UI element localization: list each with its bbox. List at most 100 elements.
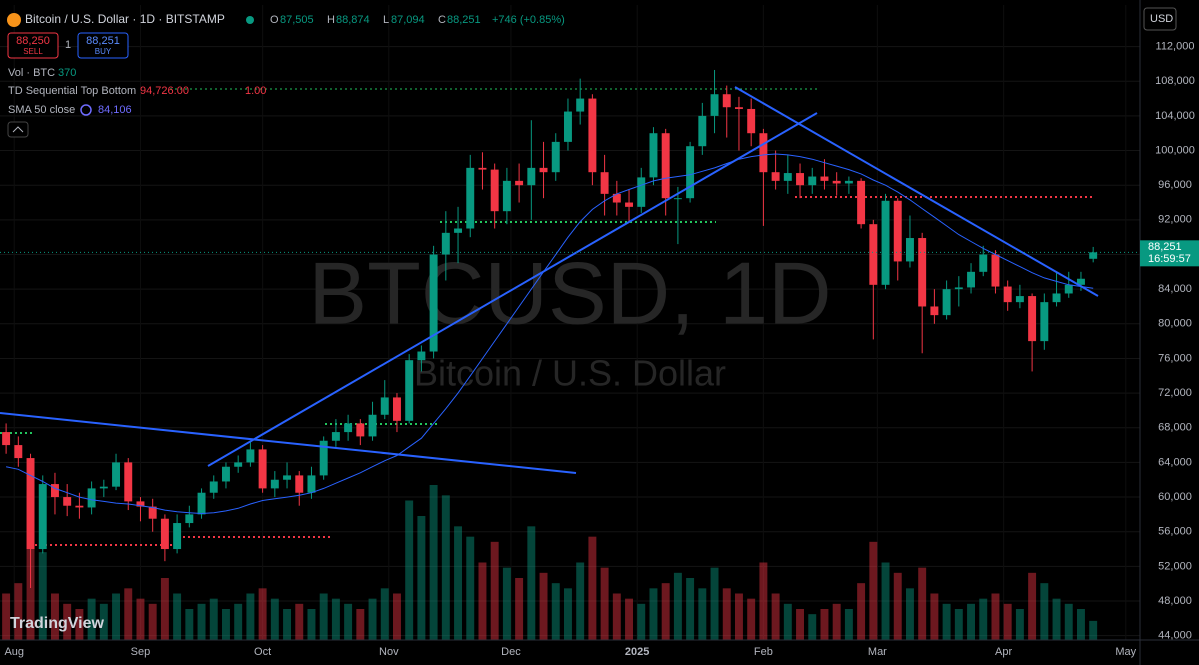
volume-bar	[600, 567, 609, 640]
indicator-value: 84,106	[98, 104, 132, 116]
price-tag	[1140, 240, 1199, 267]
sell-button[interactable]	[7, 32, 59, 59]
candle-body	[87, 488, 96, 508]
candle-body	[673, 198, 682, 200]
candle-body	[796, 173, 805, 186]
symbol-title: Bitcoin / U.S. Dollar · 1D · BITSTAMP	[25, 12, 225, 26]
ohlc-label: H	[327, 14, 335, 26]
trend-lines	[0, 86, 1099, 474]
candle-body	[576, 98, 585, 112]
volume-bar	[124, 588, 133, 640]
indicator-value: 370	[58, 67, 76, 79]
volume-bar	[625, 598, 634, 640]
volume-bar	[991, 593, 1000, 640]
candle-body	[307, 475, 316, 493]
candle-body	[637, 177, 646, 207]
candle-body	[417, 351, 426, 361]
candle-body	[490, 169, 499, 212]
currency-button[interactable]	[1143, 7, 1177, 31]
volume-bar	[869, 541, 878, 640]
candle-body	[1076, 278, 1085, 285]
trend-line	[0, 412, 577, 474]
candle-body	[356, 423, 365, 437]
change: +746 (+0.85%)	[492, 14, 565, 26]
candle-body	[295, 475, 304, 493]
volume-bar	[307, 609, 316, 640]
candle-body	[1028, 296, 1037, 342]
candle-body	[466, 167, 475, 229]
logo: TradingView	[10, 615, 105, 632]
volume-bar	[783, 603, 792, 640]
indicator-name: Vol · BTC	[8, 67, 55, 79]
sell-label: SELL	[23, 47, 43, 56]
volume-bar	[527, 526, 536, 640]
volume-bar	[209, 598, 218, 640]
candle-body	[820, 176, 829, 181]
candle-body	[857, 180, 866, 225]
candle-body	[173, 523, 182, 550]
candle-body	[771, 172, 780, 181]
candle-body	[136, 501, 145, 507]
candle-body	[197, 492, 206, 515]
volume-bar	[515, 578, 524, 640]
candle-body	[99, 486, 108, 489]
candle-body	[160, 518, 169, 550]
y-tick-label: 48,000	[1158, 595, 1192, 607]
candle-body	[38, 484, 47, 550]
candle-body	[1064, 284, 1073, 294]
volume-bar	[197, 603, 206, 640]
ohlc-value: 87,094	[391, 14, 425, 26]
y-tick-label: 92,000	[1158, 214, 1192, 226]
volume-bar	[441, 495, 450, 640]
indicator-value: 94,726.00	[140, 85, 189, 97]
candle-body	[905, 238, 914, 262]
candle-body	[331, 432, 340, 441]
y-tick-label: 100,000	[1155, 144, 1195, 156]
candle-body	[515, 180, 524, 186]
volume-bar	[1064, 603, 1073, 640]
volume-bar	[771, 593, 780, 640]
candle-body	[344, 423, 353, 433]
currency: USD	[1150, 13, 1173, 25]
y-tick-label: 84,000	[1158, 283, 1192, 295]
buy-button[interactable]	[77, 32, 129, 59]
candle-body	[368, 414, 377, 437]
volume-bar	[258, 588, 267, 640]
ohlc-label: O	[270, 14, 279, 26]
candle-body	[2, 432, 11, 446]
candle-body	[380, 397, 389, 415]
candle-body	[441, 232, 450, 255]
volume-bar	[942, 603, 951, 640]
price-tag-price: 88,251	[1148, 241, 1182, 253]
y-tick-label: 72,000	[1158, 387, 1192, 399]
volume-bar	[832, 603, 841, 640]
candle-body	[50, 484, 59, 498]
volume-bar	[1089, 620, 1098, 640]
buy-price: 88,251	[86, 35, 120, 47]
candle-body	[710, 94, 719, 116]
candle-body	[502, 180, 511, 212]
candle-body	[979, 254, 988, 272]
volume-bar	[478, 562, 487, 640]
ohlc-value: 87,505	[280, 14, 314, 26]
y-tick-label: 96,000	[1158, 179, 1192, 191]
volume-bar	[857, 583, 866, 640]
volume-layer	[2, 485, 1098, 640]
volume-bar	[637, 603, 646, 640]
y-tick-label: 80,000	[1158, 318, 1192, 330]
volume-bar	[918, 567, 927, 640]
candle-body	[588, 98, 597, 173]
volume-bar	[905, 588, 914, 640]
volume-bar	[38, 552, 47, 640]
y-tick-label: 112,000	[1156, 40, 1195, 52]
candle-body	[722, 94, 731, 108]
volume-bar	[539, 572, 548, 640]
candle-body	[551, 141, 560, 173]
sma-line	[5, 153, 1094, 515]
volume-bar	[429, 485, 438, 640]
candle-body	[661, 133, 670, 199]
volume-bar	[502, 567, 511, 640]
collapse-button[interactable]	[7, 121, 29, 138]
candle-body	[734, 107, 743, 109]
